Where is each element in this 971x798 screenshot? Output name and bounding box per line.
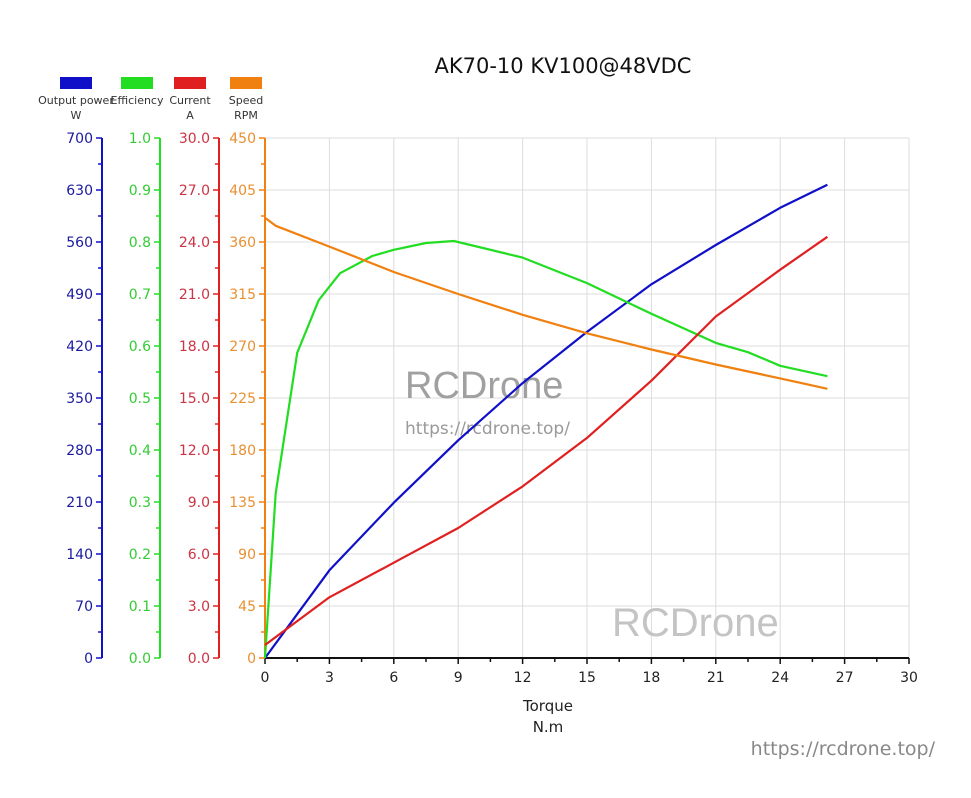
x-tick-label: 21 — [707, 670, 725, 686]
y-tick-label: 180 — [229, 443, 256, 459]
y-tick-label: 90 — [238, 547, 256, 563]
y-tick-label: 3.0 — [188, 599, 210, 615]
legend-swatch-efficiency — [121, 77, 153, 89]
legend-swatch-current — [174, 77, 206, 89]
y-tick-label: 0.5 — [129, 391, 151, 407]
y-tick-label: 0.0 — [188, 651, 210, 667]
series-output-power — [264, 183, 828, 659]
x-tick-label: 9 — [454, 670, 463, 686]
y-tick-label: 0.6 — [129, 339, 151, 355]
x-tick-label: 27 — [836, 670, 854, 686]
y-tick-label: 210 — [66, 495, 93, 511]
legend-unit: W — [71, 109, 82, 122]
y-tick-label: 15.0 — [179, 391, 210, 407]
x-tick-label: 0 — [261, 670, 270, 686]
x-tick-label: 30 — [900, 670, 918, 686]
x-tick-label: 6 — [389, 670, 398, 686]
y-tick-label: 490 — [66, 287, 93, 303]
legend-unit: RPM — [234, 109, 258, 122]
y-tick-label: 12.0 — [179, 443, 210, 459]
y-tick-label: 0.1 — [129, 599, 151, 615]
watermark-brand: RCDrone — [405, 365, 563, 407]
y-tick-label: 9.0 — [188, 495, 210, 511]
y-tick-label: 30.0 — [179, 131, 210, 147]
y-tick-label: 0.9 — [129, 183, 151, 199]
x-tick-label: 24 — [771, 670, 789, 686]
y-tick-label: 350 — [66, 391, 93, 407]
footer-url: https://rcdrone.top/ — [750, 738, 935, 760]
y-tick-label: 315 — [229, 287, 256, 303]
y-tick-label: 0.8 — [129, 235, 151, 251]
y-tick-label: 18.0 — [179, 339, 210, 355]
y-tick-label: 280 — [66, 443, 93, 459]
y-tick-label: 0 — [247, 651, 256, 667]
y-tick-label: 560 — [66, 235, 93, 251]
y-tick-label: 70 — [75, 599, 93, 615]
x-axis-label: Torque — [522, 697, 573, 715]
legend-label: Output power — [38, 94, 114, 107]
legend-label: Efficiency — [111, 94, 164, 107]
y-tick-label: 420 — [66, 339, 93, 355]
x-tick-label: 15 — [578, 670, 596, 686]
legend-swatch-output-power — [60, 77, 92, 89]
y-tick-label: 0.3 — [129, 495, 151, 511]
series-speed — [264, 216, 828, 390]
x-tick-label: 3 — [325, 670, 334, 686]
series-efficiency — [263, 239, 828, 659]
x-tick-label: 18 — [642, 670, 660, 686]
series-current — [264, 235, 829, 646]
y-tick-label: 700 — [66, 131, 93, 147]
y-tick-label: 0.4 — [129, 443, 151, 459]
y-tick-label: 630 — [66, 183, 93, 199]
y-tick-label: 225 — [229, 391, 256, 407]
y-tick-label: 135 — [229, 495, 256, 511]
y-tick-label: 450 — [229, 131, 256, 147]
y-tick-label: 0.0 — [129, 651, 151, 667]
watermark-url: https://rcdrone.top/ — [405, 419, 570, 439]
y-tick-label: 360 — [229, 235, 256, 251]
y-tick-label: 6.0 — [188, 547, 210, 563]
legend-label: Current — [169, 94, 211, 107]
y-tick-label: 405 — [229, 183, 256, 199]
x-axis-unit: N.m — [533, 718, 564, 736]
y-tick-label: 1.0 — [129, 131, 151, 147]
legend-swatch-speed — [230, 77, 262, 89]
x-tick-label: 12 — [514, 670, 532, 686]
y-tick-label: 0.2 — [129, 547, 151, 563]
y-tick-label: 45 — [238, 599, 256, 615]
chart-title: AK70-10 KV100@48VDC — [434, 54, 692, 78]
legend-label: Speed — [229, 94, 263, 107]
y-tick-label: 21.0 — [179, 287, 210, 303]
y-tick-label: 140 — [66, 547, 93, 563]
y-tick-label: 0.7 — [129, 287, 151, 303]
y-tick-label: 27.0 — [179, 183, 210, 199]
y-tick-label: 0 — [84, 651, 93, 667]
watermark-brand-lower: RCDrone — [612, 601, 779, 645]
y-tick-label: 24.0 — [179, 235, 210, 251]
legend-unit: A — [186, 109, 194, 122]
y-tick-label: 270 — [229, 339, 256, 355]
